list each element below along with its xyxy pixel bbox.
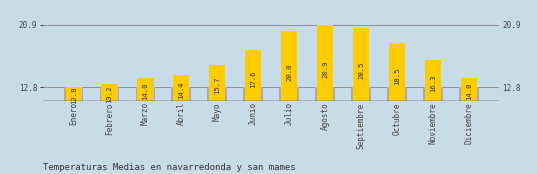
Bar <box>389 43 405 101</box>
Text: 14.0: 14.0 <box>142 82 148 100</box>
Text: 15.7: 15.7 <box>214 77 220 94</box>
Text: 14.4: 14.4 <box>178 81 184 99</box>
Bar <box>423 87 442 101</box>
Bar <box>387 87 407 101</box>
Text: 20.0: 20.0 <box>286 63 292 81</box>
Bar <box>353 28 369 101</box>
Bar <box>64 87 83 101</box>
Bar <box>135 87 155 101</box>
Bar <box>281 31 297 101</box>
Bar <box>137 78 154 101</box>
Text: 17.6: 17.6 <box>250 71 256 88</box>
Bar <box>207 87 227 101</box>
Bar <box>315 87 335 101</box>
Text: 12.8: 12.8 <box>70 86 77 104</box>
Text: 20.9: 20.9 <box>322 60 328 78</box>
Text: Temperaturas Medias en navarredonda y san mames: Temperaturas Medias en navarredonda y sa… <box>43 163 295 172</box>
Text: 13.2: 13.2 <box>106 85 113 102</box>
Text: 14.0: 14.0 <box>466 82 472 100</box>
Bar <box>171 87 191 101</box>
Bar <box>100 87 119 101</box>
Bar <box>279 87 299 101</box>
Bar <box>459 87 478 101</box>
Bar <box>66 87 82 101</box>
Bar <box>245 50 262 101</box>
Bar <box>317 25 333 101</box>
Bar <box>461 78 477 101</box>
Text: 16.3: 16.3 <box>430 75 436 93</box>
Bar <box>101 84 118 101</box>
Bar <box>173 75 190 101</box>
Bar <box>209 65 226 101</box>
Text: 20.5: 20.5 <box>358 61 364 79</box>
Text: 18.5: 18.5 <box>394 68 400 85</box>
Bar <box>425 60 441 101</box>
Bar <box>243 87 263 101</box>
Bar <box>351 87 371 101</box>
